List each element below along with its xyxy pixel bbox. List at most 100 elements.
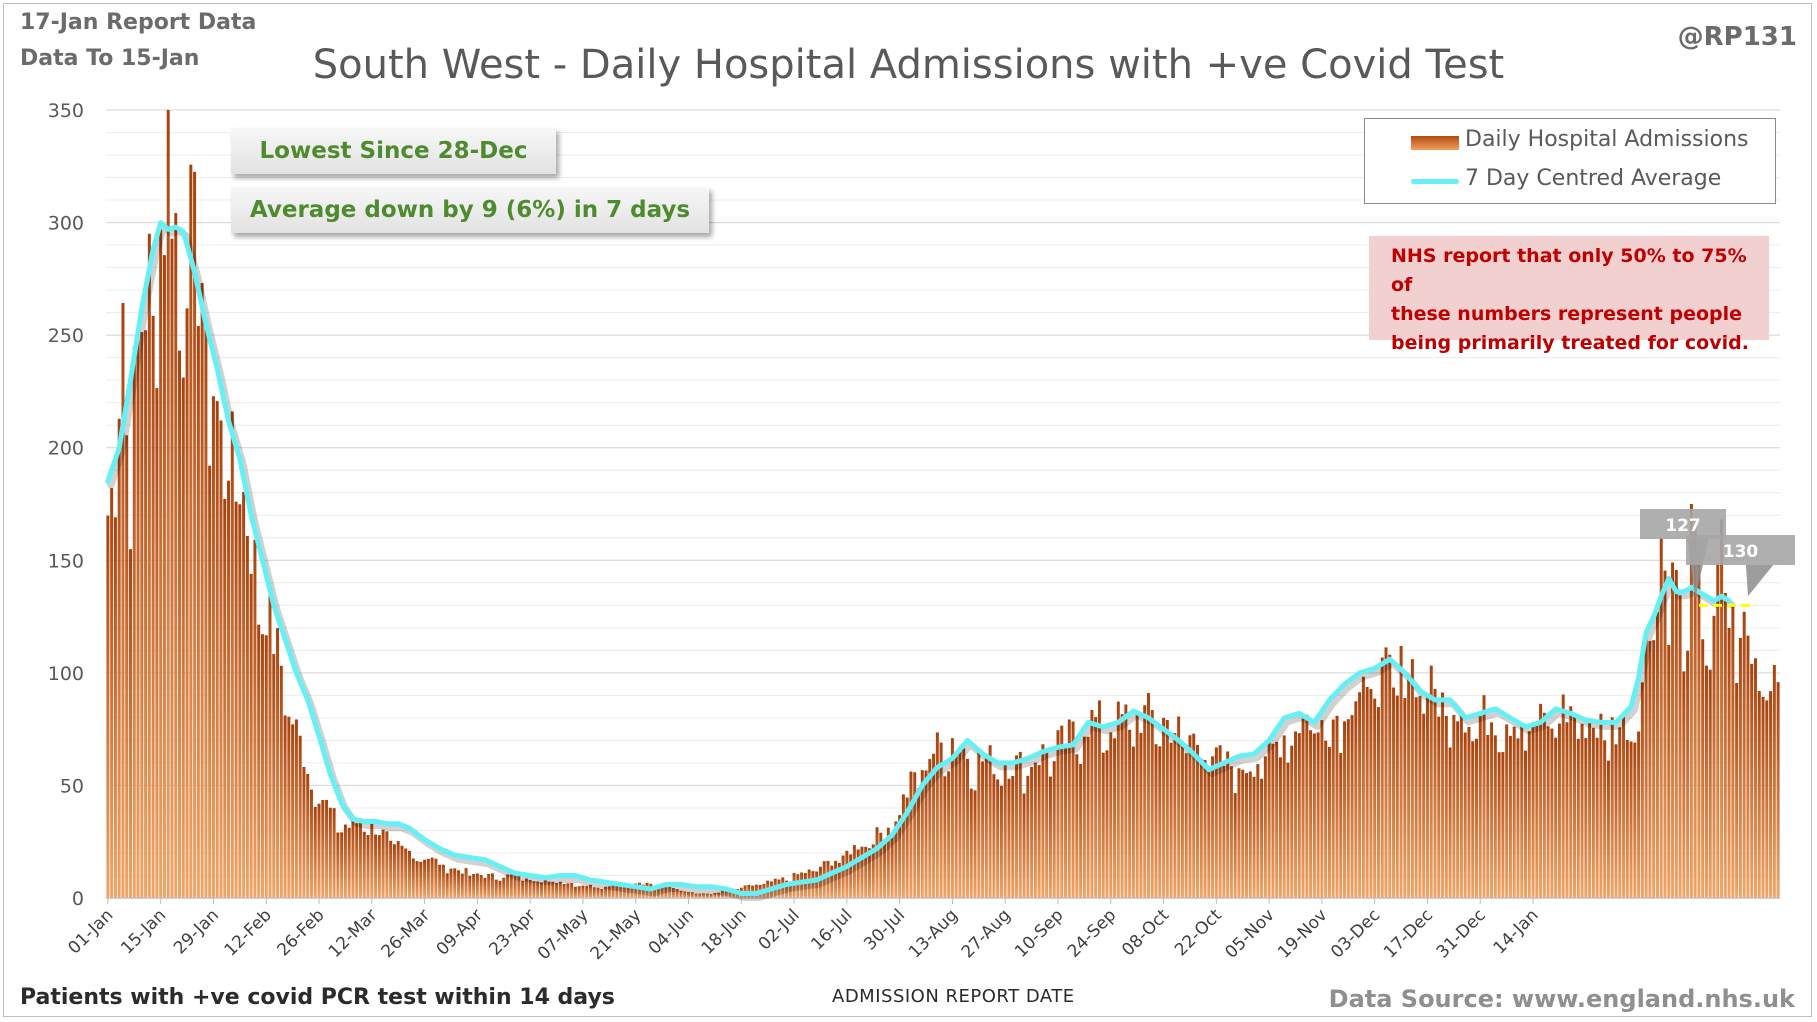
bar-daily-admissions: [604, 886, 608, 898]
bar-daily-admissions: [1588, 722, 1592, 898]
bar-daily-admissions: [1663, 570, 1667, 898]
bar-daily-admissions: [920, 770, 924, 898]
bar-daily-admissions: [359, 821, 362, 898]
bar-daily-admissions: [1233, 793, 1237, 898]
bar-daily-admissions: [1196, 744, 1199, 898]
author-handle: @RP131: [1677, 22, 1797, 52]
bar-daily-admissions: [415, 861, 419, 898]
bar-daily-admissions: [1346, 719, 1350, 898]
bar-daily-admissions: [321, 800, 325, 898]
bar-daily-admissions: [1312, 733, 1316, 898]
bar-daily-admissions: [1229, 766, 1233, 898]
bar-daily-admissions: [1437, 716, 1441, 898]
bar-daily-admissions: [558, 881, 562, 898]
bar-daily-admissions: [1267, 741, 1271, 898]
bar-daily-admissions: [502, 877, 506, 898]
bar-daily-admissions: [374, 834, 378, 898]
bar-swatch: [1411, 136, 1459, 150]
bar-daily-admissions: [204, 326, 208, 898]
bar-daily-admissions: [668, 885, 672, 898]
bar-daily-admissions: [1618, 727, 1622, 898]
data-to-label: Data To 15-Jan: [20, 46, 200, 71]
bar-daily-admissions: [1493, 735, 1497, 898]
bar-daily-admissions: [151, 315, 155, 898]
x-tick-label: 02-Jul: [755, 905, 804, 954]
bar-daily-admissions: [389, 840, 393, 898]
x-tick-label: 04-Jun: [645, 905, 698, 958]
bar-daily-admissions: [615, 885, 619, 898]
bar-daily-admissions: [1535, 722, 1539, 898]
bar-daily-admissions: [249, 573, 253, 898]
bar-daily-admissions: [313, 806, 317, 898]
bar-daily-admissions: [1769, 691, 1773, 898]
bar-daily-admissions: [468, 875, 472, 898]
bar-daily-admissions: [513, 874, 517, 898]
bar-daily-admissions: [539, 882, 543, 898]
bar-daily-admissions: [1689, 504, 1693, 898]
bar-daily-admissions: [472, 874, 476, 898]
bar-daily-admissions: [1060, 725, 1064, 898]
bar-daily-admissions: [366, 835, 370, 898]
bar-daily-admissions: [189, 164, 193, 898]
bar-daily-admissions: [181, 377, 185, 898]
bar-daily-admissions: [1177, 716, 1181, 898]
bar-daily-admissions: [687, 892, 690, 898]
bar-daily-admissions: [1301, 718, 1305, 898]
bar-daily-admissions: [1146, 693, 1150, 898]
bar-daily-admissions: [400, 845, 404, 898]
bar-daily-admissions: [166, 110, 170, 898]
bar-daily-admissions: [132, 346, 136, 898]
bar-daily-admissions: [1003, 765, 1007, 898]
bar-daily-admissions: [1113, 738, 1117, 898]
bar-daily-admissions: [230, 411, 234, 898]
bar-daily-admissions: [1508, 735, 1512, 898]
bar-daily-admissions: [1478, 716, 1482, 898]
bar-daily-admissions: [1701, 639, 1705, 898]
bar-daily-admissions: [1497, 752, 1501, 898]
bar-daily-admissions: [1297, 733, 1301, 898]
bar-daily-admissions: [1580, 723, 1584, 898]
x-tick-label: 27-Aug: [958, 905, 1015, 962]
bar-daily-admissions: [155, 388, 159, 898]
bar-daily-admissions: [434, 858, 438, 898]
bar-daily-admissions: [536, 881, 540, 898]
x-tick-label: 21-May: [587, 905, 646, 964]
bar-daily-admissions: [441, 864, 445, 898]
bar-daily-admissions: [294, 719, 298, 898]
bar-daily-admissions: [1376, 707, 1380, 898]
bar-daily-admissions: [1471, 741, 1475, 898]
bar-daily-admissions: [1237, 768, 1241, 898]
bar-daily-admissions: [268, 588, 272, 898]
bar-daily-admissions: [611, 884, 615, 898]
bar-daily-admissions: [950, 738, 954, 898]
bar-daily-admissions: [1361, 676, 1365, 898]
bar-daily-admissions: [1761, 696, 1765, 898]
bar-daily-admissions: [1094, 717, 1098, 898]
bar-daily-admissions: [1067, 719, 1071, 898]
bar-daily-admissions: [245, 535, 249, 898]
bar-daily-admissions: [1263, 756, 1267, 898]
bar-daily-admissions: [1278, 757, 1282, 898]
bar-daily-admissions: [834, 860, 838, 898]
bar-daily-admissions: [720, 890, 724, 898]
bar-daily-admissions: [1373, 698, 1377, 898]
bar-daily-admissions: [306, 773, 310, 898]
bar-daily-admissions: [909, 771, 913, 898]
bar-daily-admissions: [426, 859, 430, 898]
x-tick-label: 01-Jan: [64, 905, 117, 958]
bar-daily-admissions: [362, 831, 366, 898]
bar-daily-admissions: [1765, 700, 1769, 898]
x-axis-title: ADMISSION REPORT DATE: [832, 986, 1075, 1007]
bar-daily-admissions: [600, 888, 604, 898]
bar-daily-admissions: [340, 832, 344, 898]
bar-daily-admissions: [521, 880, 525, 898]
x-tick-label: 22-Oct: [1171, 905, 1226, 960]
bar-daily-admissions: [385, 831, 389, 898]
bar-daily-admissions: [1531, 725, 1535, 898]
bar-daily-admissions: [1727, 627, 1731, 898]
y-tick-label: 350: [48, 100, 84, 122]
bar-daily-admissions: [1456, 721, 1460, 898]
bar-daily-admissions: [717, 892, 721, 898]
bar-daily-admissions: [404, 848, 408, 898]
bar-daily-admissions: [570, 883, 574, 898]
